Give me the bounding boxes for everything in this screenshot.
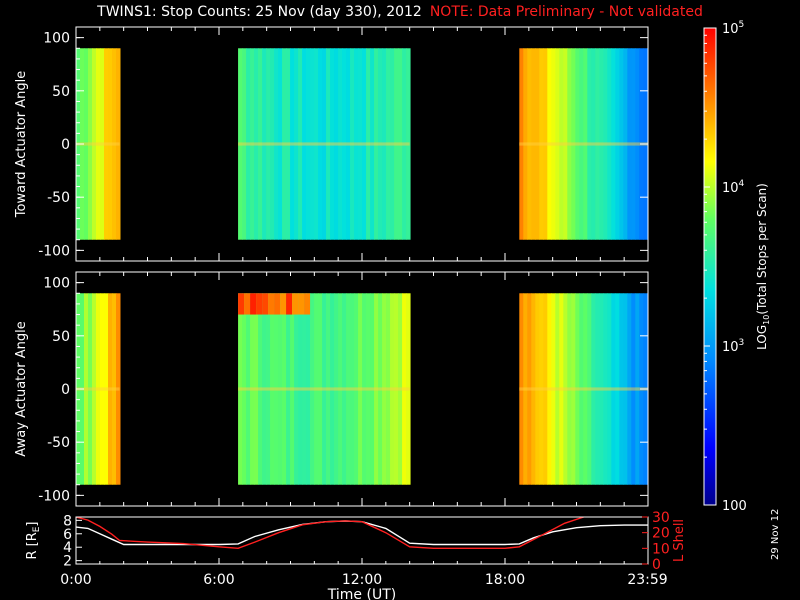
time-tick-label: 18:00: [485, 572, 525, 588]
toward-ytick-label: -50: [47, 190, 70, 206]
away-hotspot-cell: [250, 293, 257, 315]
lshell-ytick-label: 20: [652, 526, 670, 542]
away-ytick-label: -100: [38, 488, 70, 504]
r-ytick-label: 8: [63, 513, 72, 529]
away-seg1-zero-band: [238, 387, 410, 391]
plot-title: TWINS1: Stop Counts: 25 Nov (day 330), 2…: [0, 4, 800, 20]
toward-heatmap-panel: 100 50 0 -50 -100 Toward Actuator Angle: [14, 26, 649, 262]
colorbar-tick-label: 100: [722, 499, 747, 514]
away-ytick-label: 50: [52, 329, 70, 345]
time-tick-label: 12:00: [342, 572, 382, 588]
away-hotspot-cell: [268, 293, 275, 315]
away-ytick-label: 100: [43, 276, 70, 292]
colorbar-label: LOG10(Total Stops per Scan): [755, 183, 771, 350]
away-hotspot-cell: [298, 293, 305, 315]
away-hotspot-cell: [286, 293, 293, 315]
away-heatmap-panel: 100 50 0 -50 -100 Away Actuator Angle: [14, 271, 649, 507]
away-hotspot-cell: [274, 293, 281, 315]
away-hotspot-cell: [256, 293, 263, 315]
away-hotspot-cell: [304, 293, 311, 315]
toward-seg1-zero-band: [238, 142, 410, 146]
away-cells: [76, 293, 648, 485]
lshell-ytick-label: 30: [652, 510, 670, 526]
toward-ylabel: Toward Actuator Angle: [14, 71, 29, 218]
colorbar-tick-label: 103: [722, 338, 744, 355]
toward-ytick-label: 0: [61, 137, 70, 153]
toward-seg0-zero-band: [76, 142, 120, 146]
time-tick-label: 23:59: [627, 572, 667, 588]
time-tick-label: 6:00: [203, 572, 234, 588]
colorbar: 105 104 103 100 LOG10(Total Stops per Scan): [703, 20, 771, 514]
away-ytick-label: 0: [61, 382, 70, 398]
title-main: TWINS1: Stop Counts: 25 Nov (day 330), 2…: [97, 4, 422, 20]
away-ytick-label: -50: [47, 435, 70, 451]
r-ytick-label: 6: [63, 527, 72, 543]
toward-seg2-zero-band: [519, 142, 648, 146]
orbit-lines: [76, 517, 648, 550]
title-note: NOTE: Data Preliminary - Not validated: [429, 4, 703, 20]
r-axis-label: R [RE]: [25, 521, 42, 559]
away-hotspot-cell: [244, 293, 251, 315]
lshell-ytick-label: 10: [652, 541, 670, 557]
away-hotspot-cell: [292, 293, 299, 315]
colorbar-tick-label: 104: [722, 179, 745, 196]
away-seg0-zero-band: [76, 387, 120, 391]
away-ylabel: Away Actuator Angle: [14, 321, 29, 456]
toward-ytick-label: 100: [43, 31, 70, 47]
away-hotspot-cell: [280, 293, 287, 315]
r-ytick-label: 4: [63, 540, 72, 556]
toward-ytick-label: 50: [52, 84, 70, 100]
away-hotspot-cell: [262, 293, 269, 315]
date-stamp: 29 Nov 12: [770, 508, 781, 560]
r-ytick-label: 2: [63, 554, 72, 570]
away-hotspot-cell: [238, 293, 245, 315]
time-axis-label: Time (UT): [327, 587, 396, 600]
toward-ytick-label: -100: [38, 243, 70, 259]
colorbar-gradient: [703, 27, 717, 506]
lshell-axis-label: L Shell: [672, 519, 687, 562]
time-tick-label: 0:00: [60, 572, 91, 588]
l-shell-line: [76, 517, 584, 550]
colorbar-tick-label: 105: [722, 20, 744, 37]
lshell-ytick-label: 0: [652, 557, 661, 573]
away-seg2-zero-band: [519, 387, 648, 391]
toward-cells: [76, 48, 648, 240]
